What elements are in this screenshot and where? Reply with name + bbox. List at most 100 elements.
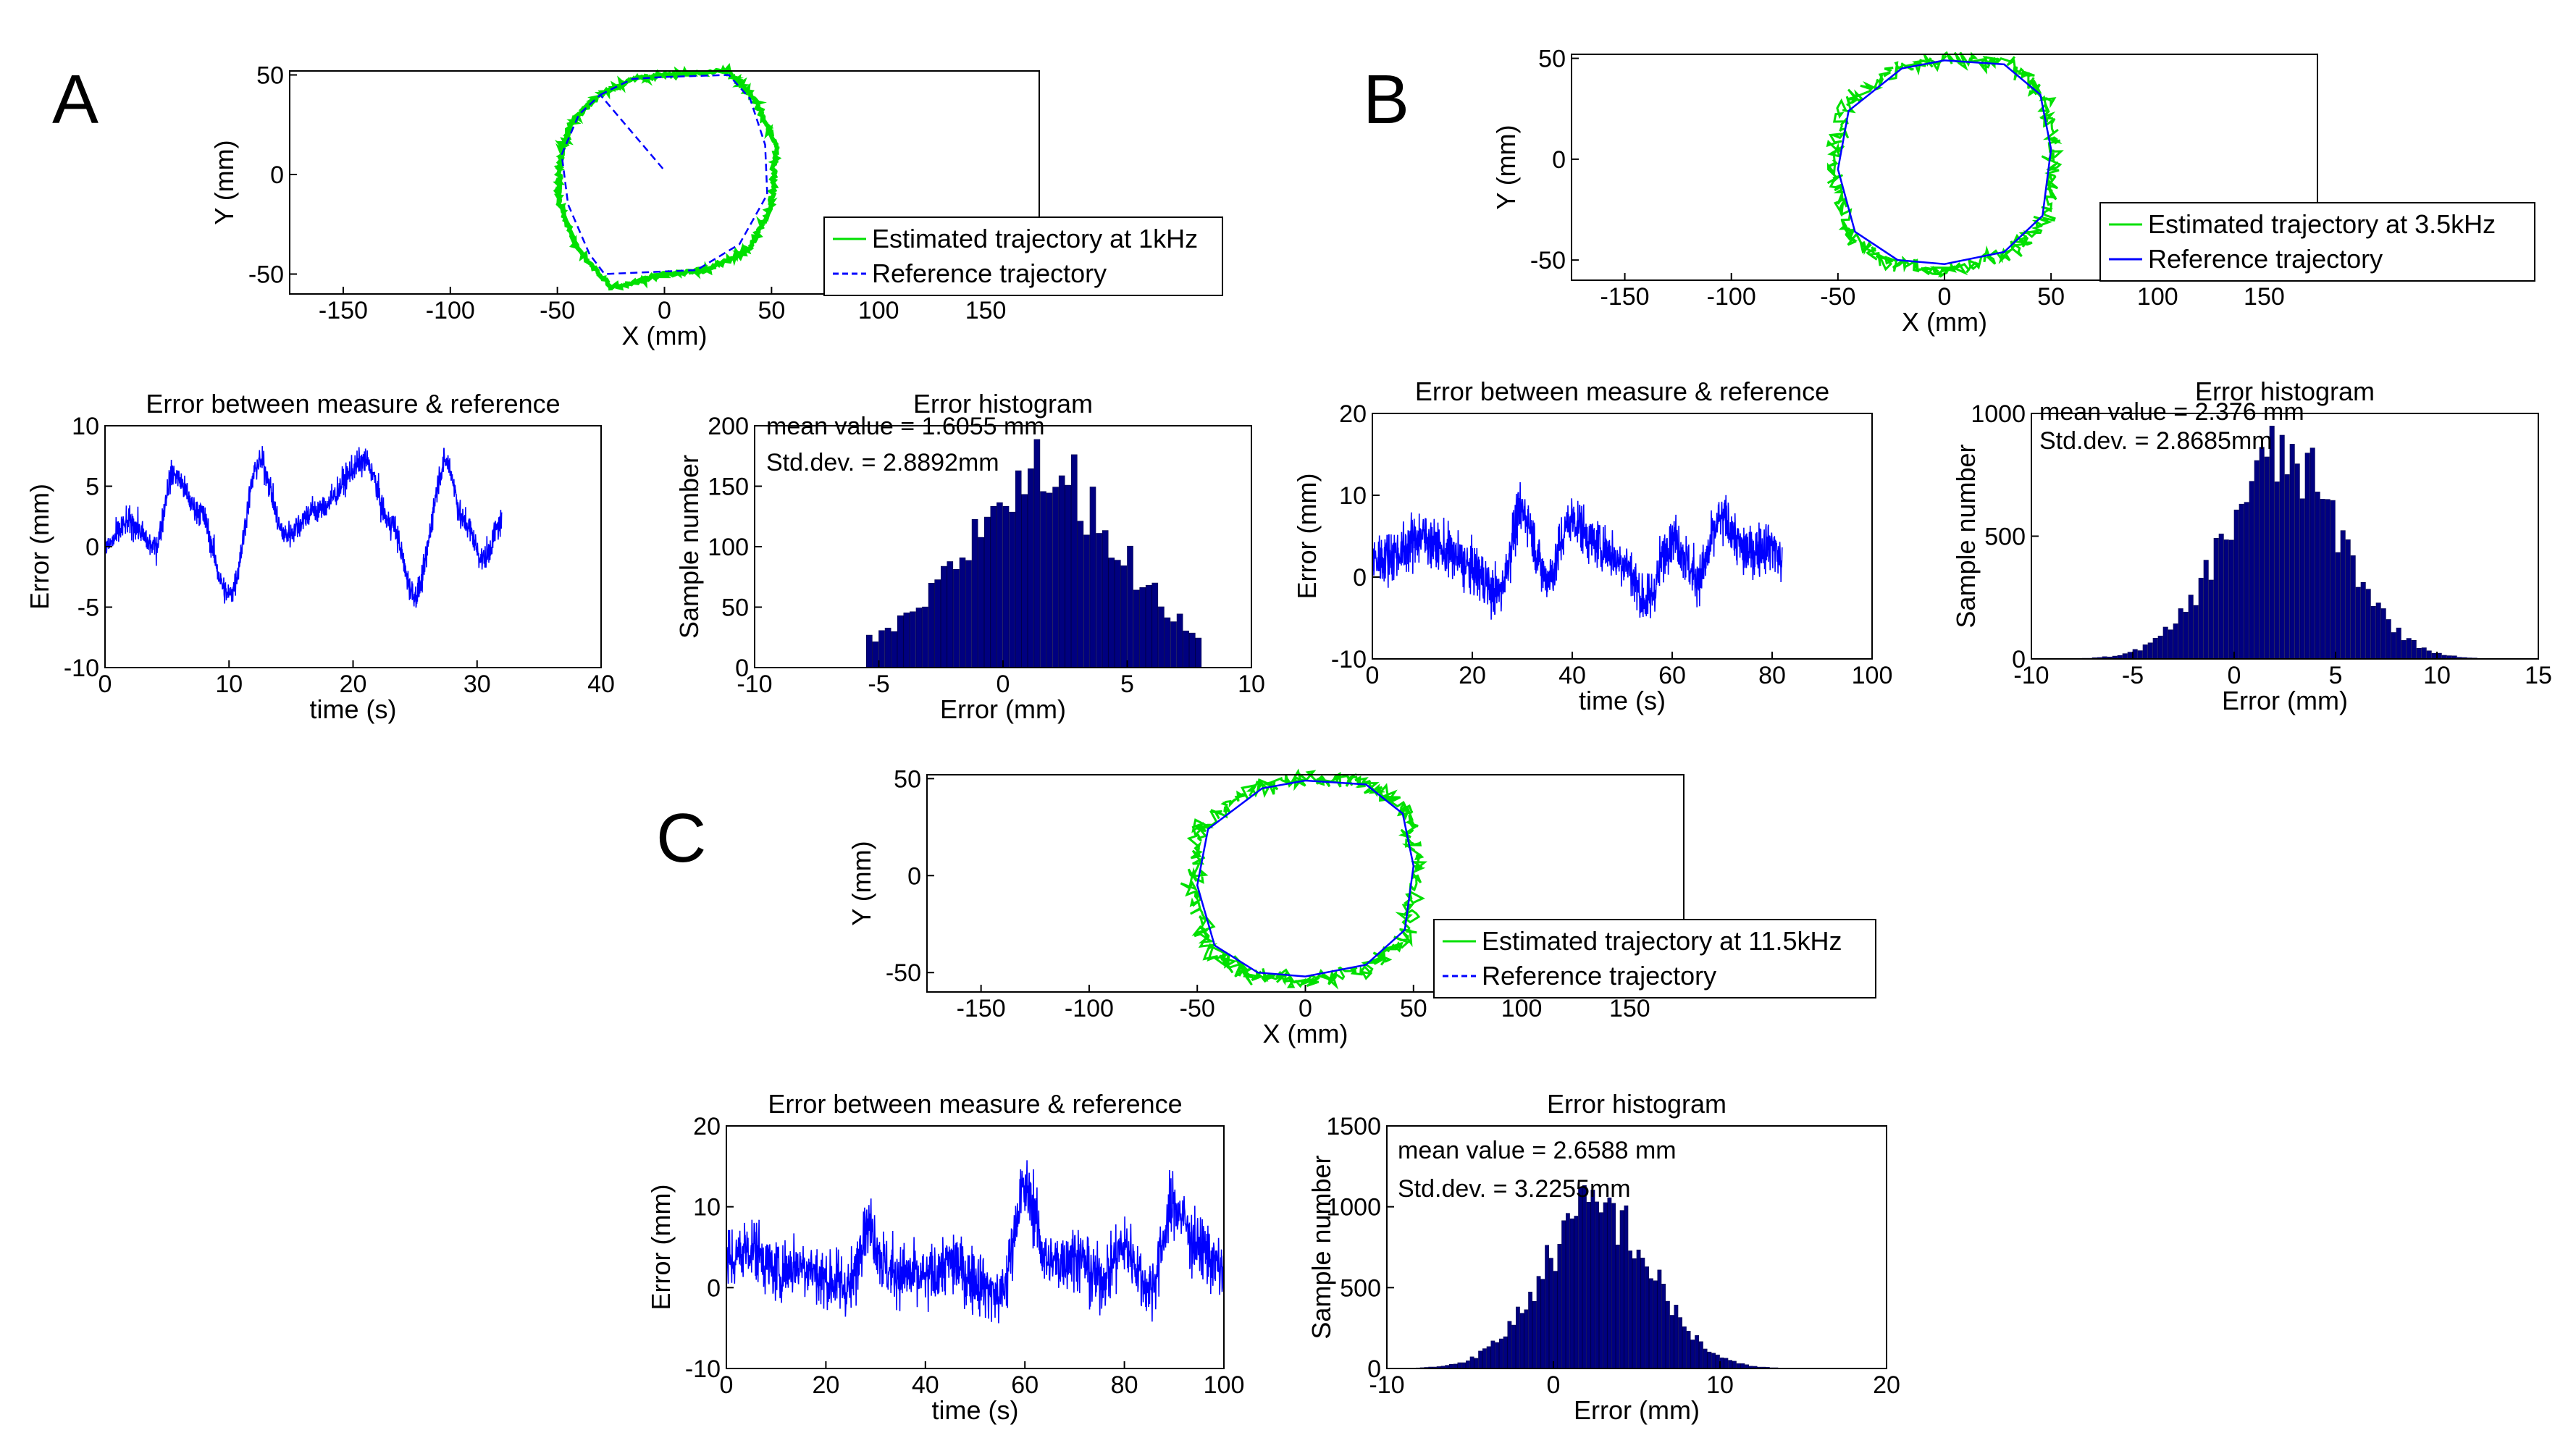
- c-hist-bar: [1624, 1205, 1629, 1369]
- a-hist-bar: [1096, 533, 1102, 668]
- b-hist-bar: [2345, 539, 2351, 660]
- a-err-plot-frame: [104, 425, 602, 668]
- b-hist-bar: [2193, 605, 2199, 660]
- c-hist-bar: [1611, 1203, 1616, 1369]
- c-hist-bar: [1499, 1338, 1503, 1369]
- c-hist-bar: [1586, 1202, 1591, 1369]
- c-err-xtick-label: 60: [1011, 1371, 1039, 1399]
- a-hist-bar: [1065, 484, 1072, 668]
- c-err-ytick-label: 10: [693, 1194, 721, 1222]
- c-hist-bar: [1645, 1266, 1649, 1369]
- c-hist-bar: [1461, 1362, 1466, 1369]
- c-hist-bar: [1616, 1245, 1620, 1369]
- a-hist-bar: [903, 613, 910, 668]
- a-hist-bar: [965, 560, 972, 668]
- a-hist-bar: [997, 502, 1003, 668]
- a-hist-ytick-label: 200: [708, 413, 749, 440]
- c-hist-xtick-label: 0: [1547, 1371, 1561, 1399]
- a-err-xtick-label: 20: [340, 670, 367, 698]
- c-traj-xtick-label: 50: [1400, 995, 1427, 1022]
- a-traj-ylabel: Y (mm): [209, 140, 239, 224]
- b-err-xtick-label: 100: [1852, 662, 1893, 689]
- b-traj-xtick-label: 150: [2244, 283, 2285, 311]
- c-hist-bar: [1607, 1197, 1612, 1369]
- a-err-ytick-label: 5: [85, 474, 99, 501]
- b-hist-bar: [2188, 594, 2194, 660]
- b-hist-bar: [2355, 586, 2361, 660]
- c-hist-bar: [1478, 1350, 1482, 1369]
- a-hist-bar: [947, 561, 954, 668]
- a-traj-ytick-label: 50: [256, 62, 284, 90]
- a-hist-bar: [884, 627, 891, 668]
- a-traj-xtick-label: -50: [540, 297, 575, 324]
- c-hist-bar: [1740, 1363, 1745, 1369]
- a-hist-bar: [872, 641, 879, 668]
- b-traj-xtick-label: 100: [2137, 283, 2178, 311]
- b-hist-bar: [2320, 499, 2325, 660]
- a-hist-title: Error histogram: [913, 389, 1093, 419]
- c-hist-bar: [1674, 1305, 1679, 1369]
- chart-a-err: 0 10 20 30 40 -10 -5 0 5 10 time (s) Error (mm) Erro…: [25, 389, 615, 724]
- c-hist-bar: [1528, 1292, 1532, 1369]
- b-hist-bar: [2309, 447, 2315, 660]
- b-hist-bar: [2289, 444, 2295, 660]
- a-hist-bar: [1108, 558, 1115, 668]
- a-err-ytick-label: 10: [72, 413, 99, 440]
- a-hist-bar: [1145, 584, 1152, 668]
- c-hist-bar: [1661, 1284, 1666, 1369]
- c-traj-ytick-label: 50: [894, 765, 921, 793]
- b-hist-bar: [2162, 626, 2168, 660]
- c-hist-xtick-label: 10: [1706, 1371, 1734, 1399]
- c-hist-bar: [1511, 1324, 1516, 1369]
- b-hist-bar: [2178, 608, 2183, 660]
- a-hist-bar: [959, 557, 966, 668]
- a-hist-bar: [1195, 637, 1202, 668]
- b-hist-bar: [2315, 492, 2320, 660]
- c-hist-plot-frame: [1386, 1125, 1887, 1369]
- a-traj-xtick-label: 0: [658, 297, 671, 324]
- b-err-xtick-label: 40: [1558, 662, 1586, 689]
- a-hist-bar: [922, 606, 928, 668]
- b-err-title: Error between measure & reference: [1415, 377, 1829, 406]
- c-hist-bar: [1632, 1258, 1637, 1369]
- c-hist-bar: [1545, 1245, 1549, 1369]
- b-hist-xtick-label: 15: [2525, 662, 2552, 689]
- b-hist-bar: [2183, 611, 2189, 660]
- c-hist-bar: [1482, 1348, 1487, 1369]
- c-hist-bar: [1695, 1335, 1699, 1369]
- c-traj-reference-line: [1196, 779, 1415, 977]
- b-hist-xtick-label: -10: [2013, 662, 2049, 689]
- c-hist-bar: [1553, 1271, 1558, 1369]
- c-hist-bar: [1578, 1186, 1582, 1369]
- c-hist-bar: [1686, 1331, 1691, 1369]
- c-hist-bar: [1699, 1341, 1703, 1369]
- b-hist-xtick-label: 5: [2329, 662, 2343, 689]
- a-err-xtick-label: 30: [463, 670, 491, 698]
- a-hist-bar: [971, 518, 978, 668]
- b-hist-bar: [2208, 579, 2214, 660]
- c-hist-bar: [1524, 1309, 1529, 1369]
- c-traj-legend: Estimated trajectory at 11.5kHz Reference…: [1433, 919, 1876, 998]
- b-err-ylabel: Error (mm): [1292, 474, 1322, 600]
- b-hist-bar: [2284, 474, 2290, 660]
- c-err-ytick-label: 0: [707, 1274, 721, 1302]
- a-err-xtick-label: 40: [587, 670, 615, 698]
- a-hist-bar: [910, 611, 916, 668]
- c-hist-bar: [1490, 1340, 1495, 1369]
- c-traj-xtick-label: 150: [1609, 995, 1650, 1022]
- a-traj-xtick-label: 50: [758, 297, 785, 324]
- b-hist-ytick-label: 0: [2012, 646, 2026, 673]
- c-err-ylabel: Error (mm): [646, 1185, 676, 1311]
- a-hist-bar: [928, 582, 935, 668]
- c-traj-xtick-label: -50: [1180, 995, 1215, 1022]
- a-hist-bar: [984, 516, 991, 668]
- c-err-title: Error between measure & reference: [768, 1089, 1182, 1119]
- c-hist-bar: [1640, 1258, 1645, 1369]
- a-hist-bar: [891, 631, 897, 668]
- b-hist-bar: [2365, 589, 2371, 660]
- b-hist-bar: [2137, 650, 2143, 660]
- a-hist-ytick-label: 150: [708, 474, 749, 501]
- b-hist-bar: [2239, 503, 2244, 660]
